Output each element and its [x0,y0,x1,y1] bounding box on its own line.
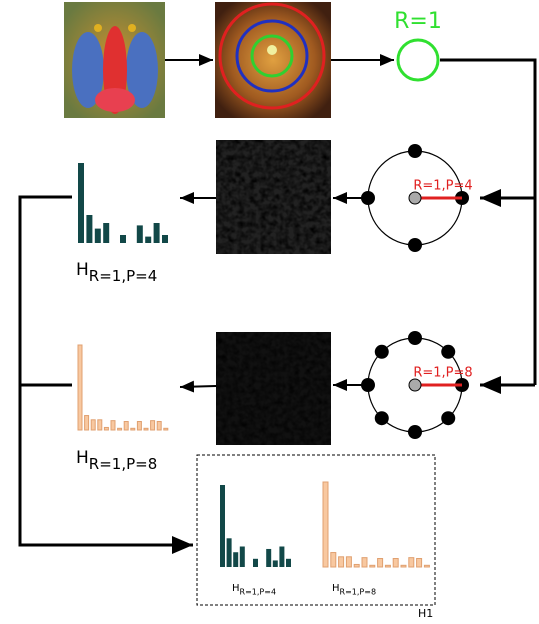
histogram-bar [339,557,344,567]
histogram-bar [78,345,82,430]
histogram-bar [104,427,108,430]
pattern-label: R=1,P=8 [413,366,472,381]
histogram-bar [331,553,336,567]
sample-point [375,411,389,425]
diagram: R=1 H1 R=1,P=4R=1,P=8HR=1,P=4HR=1,P=8HR=… [0,0,539,624]
histogram-bar [273,560,278,567]
label-sub: R=1,P=8 [340,587,377,596]
label-base: H [76,448,89,468]
histogram-bar [78,163,84,243]
histogram-bar [137,225,143,243]
sample-point [408,144,422,158]
histogram-bar [131,428,135,430]
histogram-bar [144,428,148,430]
sample-point [441,345,455,359]
sample-point [441,411,455,425]
eye-image [215,2,331,118]
histogram-bar [220,485,225,567]
histogram-bar [401,565,406,567]
pattern-label: R=1,P=4 [413,179,472,194]
center-point [409,379,421,391]
histogram-bar [385,565,390,567]
arrow [180,386,216,387]
histogram-bar [227,538,232,567]
sample-point [361,378,375,392]
histogram-bar [346,557,351,567]
label-base: H [76,260,89,280]
histogram-bar [393,559,398,568]
mandrill-image [64,2,165,118]
histogram-bar [98,420,102,430]
connector [440,60,535,385]
histogram-bar [86,215,92,243]
histogram-bar [118,428,122,430]
histogram-bar [151,421,155,430]
histogram-bar [266,549,271,567]
histogram-bar [286,559,291,567]
label-sub: R=1,P=8 [89,454,157,472]
histogram-bar [233,552,238,567]
histogram-bar [354,564,359,567]
sample-point [408,238,422,252]
histogram-label: HR=1,P=4 [76,260,157,284]
histogram-bar [417,559,422,568]
sample-point [408,331,422,345]
histogram-bar [409,558,414,567]
histogram-bar [323,482,328,567]
histogram-bar [253,559,258,567]
sample-point [361,191,375,205]
histogram-bar [103,223,109,243]
lbp-image-p8 [216,332,331,445]
histogram-bar [154,223,160,243]
histogram-bar [145,237,151,243]
label-base: H [232,583,240,594]
histogram-label: HR=1,P=4 [232,583,276,596]
histogram-bar [137,422,141,431]
histogram-label: HR=1,P=8 [76,448,157,472]
histogram-bar [279,547,284,568]
radius-circle [398,40,438,80]
sample-point [408,425,422,439]
histogram-bar [120,235,126,243]
histogram-bar [164,428,168,430]
histogram-bar [95,229,101,243]
histogram-bar [424,565,429,567]
histogram-label: HR=1,P=8 [332,583,376,596]
connector [20,197,193,545]
label-sub: R=1,P=4 [89,266,157,284]
histogram-bar [240,547,245,568]
histogram-bar [162,235,168,243]
histogram-bar [111,421,115,430]
histogram-bar [124,422,128,431]
center-point [409,192,421,204]
histogram-bar [157,422,161,431]
sample-point [375,345,389,359]
histogram-bar [362,558,367,567]
histogram-bar [91,420,95,430]
label-base: H [332,583,340,594]
radius-label: R=1 [394,9,442,34]
histogram-bar [370,565,375,567]
histogram-bar [378,559,383,568]
histogram-bar [85,416,89,430]
label-sub: R=1,P=4 [240,587,277,596]
combined-label: H1 [418,607,433,620]
lbp-image-p4 [216,140,331,254]
